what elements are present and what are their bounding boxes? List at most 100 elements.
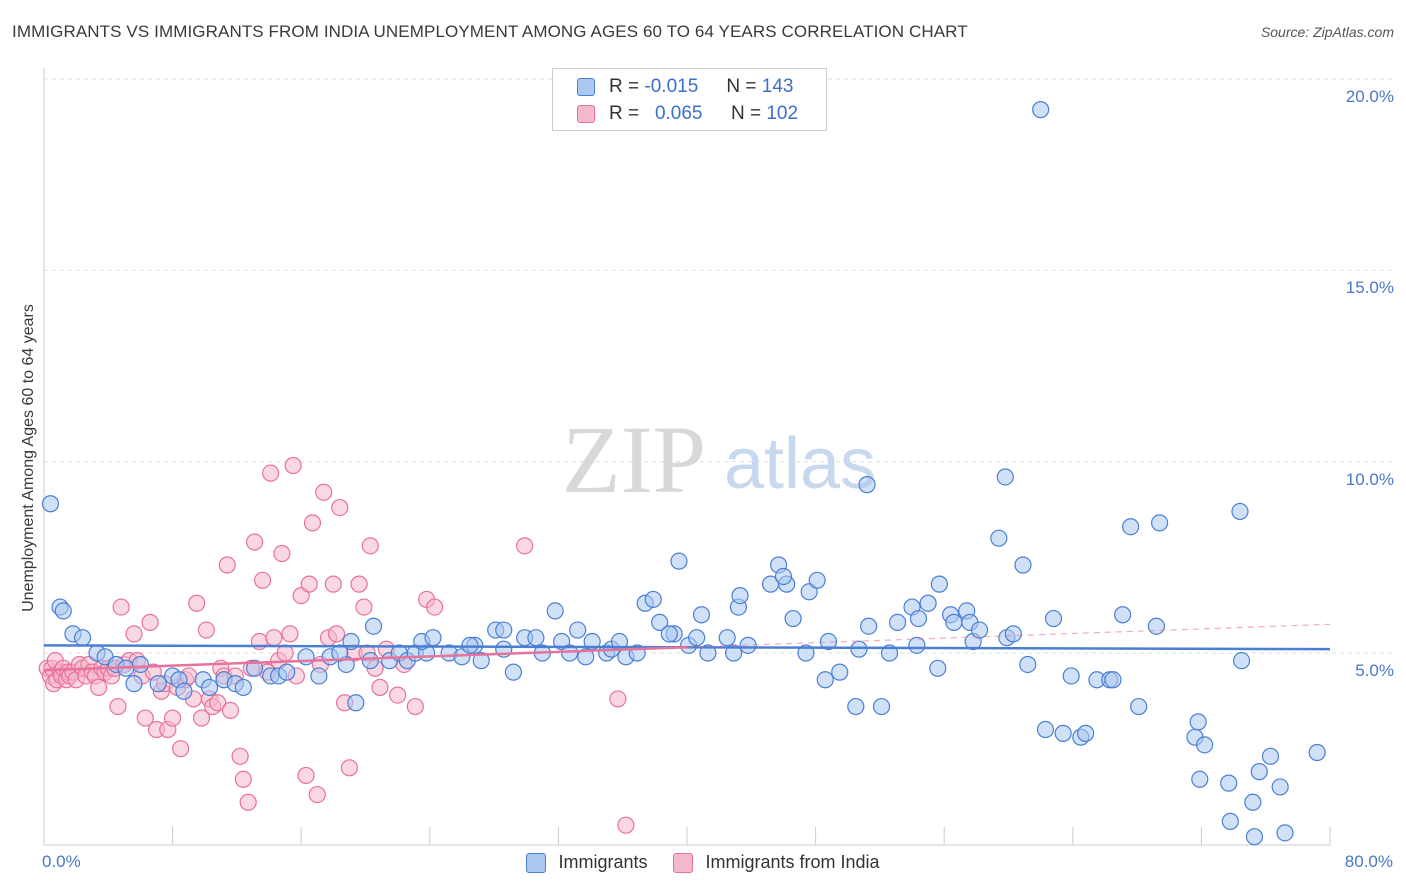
- x-tick-label-max: 80.0%: [1344, 852, 1393, 871]
- point-immigrants: [774, 567, 793, 586]
- point-immigrants: [1276, 824, 1294, 842]
- point-india: [281, 625, 299, 643]
- point-india: [262, 464, 280, 482]
- legend-item-india[interactable]: Immigrants from India: [673, 852, 880, 873]
- stats-legend: R = -0.015 N = 143 R = 0.065 N = 102: [552, 68, 827, 131]
- legend-row-india: R = 0.065 N = 102: [577, 103, 798, 125]
- point-immigrants: [1308, 743, 1326, 762]
- point-immigrants: [149, 675, 167, 693]
- point-immigrants: [1014, 556, 1032, 574]
- point-india: [172, 740, 190, 758]
- point-immigrants: [860, 617, 878, 635]
- point-india: [141, 613, 159, 631]
- point-immigrants: [1191, 770, 1209, 788]
- point-immigrants: [919, 594, 937, 612]
- point-immigrants: [361, 652, 379, 670]
- legend-row-immigrants: R = -0.015 N = 143: [577, 76, 793, 98]
- point-immigrants: [718, 629, 736, 647]
- point-immigrants: [688, 629, 706, 647]
- point-india: [284, 456, 302, 475]
- point-immigrants: [1189, 713, 1207, 731]
- point-immigrants: [364, 617, 383, 635]
- point-immigrants: [858, 476, 876, 494]
- point-immigrants: [131, 655, 150, 674]
- point-immigrants: [527, 629, 545, 647]
- point-india: [355, 598, 373, 616]
- point-immigrants: [561, 644, 579, 662]
- point-immigrants: [929, 659, 947, 677]
- axes: [43, 68, 1331, 846]
- point-india: [426, 598, 444, 616]
- point-india: [254, 571, 272, 589]
- pink-swatch-icon: [673, 852, 694, 873]
- point-india: [324, 575, 342, 593]
- point-immigrants: [1044, 609, 1063, 628]
- point-immigrants: [1019, 655, 1037, 674]
- point-immigrants: [234, 678, 252, 697]
- point-india: [136, 709, 154, 727]
- point-immigrants: [278, 663, 296, 681]
- point-immigrants: [1151, 514, 1169, 532]
- n-value: 143: [761, 76, 794, 97]
- point-immigrants: [660, 625, 678, 643]
- point-immigrants: [970, 621, 989, 639]
- point-immigrants: [245, 659, 264, 677]
- x-tick-label-min: 0.0%: [42, 852, 81, 871]
- point-india: [331, 498, 349, 517]
- point-immigrants: [670, 552, 688, 570]
- source-label: Source: ZipAtlas.com: [1260, 24, 1394, 40]
- point-india: [109, 697, 127, 716]
- point-india: [327, 625, 346, 643]
- point-immigrants: [1220, 774, 1238, 792]
- point-immigrants: [1054, 724, 1072, 742]
- point-india: [221, 701, 240, 720]
- point-immigrants: [41, 495, 60, 513]
- point-immigrants: [1104, 671, 1122, 689]
- point-immigrants: [819, 632, 838, 651]
- point-india: [90, 678, 108, 697]
- point-immigrants: [424, 629, 442, 647]
- point-immigrants: [699, 644, 717, 662]
- point-immigrants: [909, 609, 928, 628]
- point-india: [340, 759, 359, 777]
- point-immigrants: [996, 468, 1014, 486]
- point-immigrants: [461, 636, 479, 654]
- point-immigrants: [1261, 747, 1280, 765]
- point-india: [308, 785, 326, 804]
- point-india: [188, 594, 206, 612]
- point-immigrants: [1250, 763, 1268, 781]
- n-label: N =: [726, 76, 757, 97]
- point-india: [350, 575, 368, 593]
- point-immigrants: [310, 667, 328, 685]
- point-immigrants: [872, 697, 891, 716]
- blue-swatch-icon: [577, 78, 595, 96]
- point-immigrants: [831, 663, 849, 681]
- r-value: -0.015: [644, 76, 699, 97]
- point-india: [209, 694, 227, 712]
- point-immigrants: [175, 682, 193, 700]
- point-immigrants: [577, 648, 595, 666]
- point-immigrants: [347, 694, 365, 712]
- point-india: [265, 629, 283, 647]
- point-immigrants: [54, 602, 72, 620]
- y-tick-label: 10.0%: [1345, 469, 1394, 489]
- chart-title: IMMIGRANTS VS IMMIGRANTS FROM INDIA UNEM…: [12, 22, 968, 41]
- point-immigrants: [1231, 502, 1249, 521]
- legend-label: Immigrants from India: [705, 852, 880, 872]
- point-immigrants: [504, 663, 522, 681]
- point-india: [164, 709, 182, 727]
- point-india: [300, 575, 318, 593]
- legend-item-immigrants[interactable]: Immigrants: [526, 852, 647, 873]
- point-india: [192, 709, 211, 727]
- point-immigrants: [1221, 812, 1239, 830]
- point-immigrants: [784, 609, 802, 628]
- point-immigrants: [1196, 736, 1214, 754]
- point-immigrants: [731, 586, 749, 605]
- point-india: [361, 537, 379, 555]
- point-india: [303, 514, 322, 532]
- blue-swatch-icon: [526, 852, 547, 873]
- point-india: [239, 793, 257, 811]
- point-immigrants: [200, 678, 219, 697]
- legend-label: Immigrants: [558, 852, 648, 872]
